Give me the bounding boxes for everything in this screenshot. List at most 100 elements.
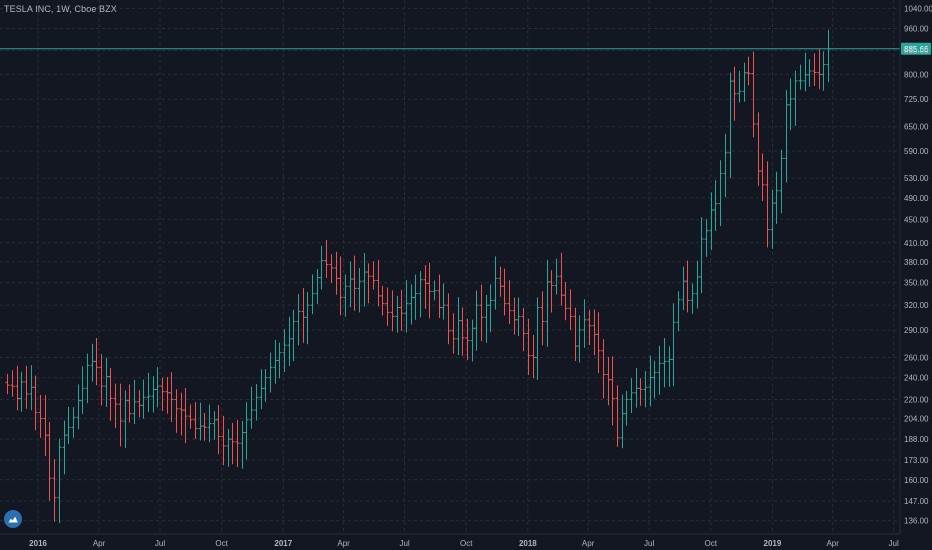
- y-tick-label: 147.00: [904, 497, 929, 506]
- ohlc-bar-up: [774, 171, 779, 224]
- ohlc-bar-down: [230, 422, 235, 465]
- ohlc-bar-down: [52, 459, 57, 522]
- ohlc-bar-up: [648, 355, 653, 407]
- x-tick-label: 2018: [519, 539, 537, 548]
- ohlc-bar-up: [432, 280, 437, 301]
- ohlc-bar-down: [606, 356, 611, 406]
- ohlc-bar-up: [620, 394, 625, 449]
- x-tick-label: Oct: [460, 539, 473, 548]
- ohlc-bar-up: [807, 59, 812, 87]
- ohlc-bar-down: [460, 307, 465, 356]
- ohlc-bar-up: [718, 160, 723, 226]
- ohlc-bar-down: [202, 412, 207, 441]
- ohlc-bar-up: [319, 245, 324, 290]
- ohlc-bar-up: [226, 428, 231, 467]
- y-tick-label: 320.00: [904, 301, 929, 310]
- ohlc-bar-down: [10, 370, 15, 397]
- y-tick-label: 410.00: [904, 239, 929, 248]
- ohlc-bar-down: [760, 153, 765, 202]
- ohlc-bar-down: [568, 289, 573, 330]
- ohlc-bar-up: [305, 292, 310, 345]
- ohlc-bar-down: [437, 274, 442, 318]
- ohlc-bar-up: [90, 343, 95, 382]
- ohlc-bar-up: [296, 293, 301, 346]
- ohlc-bar-down: [385, 287, 390, 326]
- y-tick-label: 880.00: [904, 46, 929, 55]
- ohlc-bar-up: [545, 259, 550, 347]
- y-tick-label: 1040.00: [904, 4, 932, 13]
- y-tick-label: 260.00: [904, 353, 929, 362]
- ohlc-bar-up: [418, 271, 423, 318]
- ohlc-bar-down: [540, 291, 545, 346]
- ohlc-bar-down: [502, 268, 507, 316]
- ohlc-bar-up: [263, 368, 268, 402]
- y-tick-label: 290.00: [904, 326, 929, 335]
- y-tick-label: 136.00: [904, 517, 929, 526]
- ohlc-bar-down: [765, 161, 770, 248]
- ohlc-bar-up: [207, 404, 212, 443]
- ohlc-bar-down: [179, 392, 184, 436]
- x-tick-label: Apr: [93, 539, 106, 548]
- ohlc-bar-down: [118, 383, 123, 447]
- ohlc-bar-down: [512, 297, 517, 335]
- ohlc-bar-down: [465, 318, 470, 360]
- ohlc-bar-up: [793, 70, 798, 126]
- ohlc-bar-down: [160, 377, 165, 411]
- tradingview-cloud-icon[interactable]: [4, 510, 22, 528]
- ohlc-bar-down: [685, 260, 690, 313]
- ohlc-bar-up: [624, 390, 629, 426]
- ohlc-bar-up: [151, 376, 156, 413]
- ohlc-bar-up: [277, 342, 282, 379]
- ohlc-bar-down: [216, 405, 221, 455]
- y-tick-label: 590.00: [904, 147, 929, 156]
- ohlc-bar-up: [784, 90, 789, 183]
- ohlc-bar-down: [113, 383, 118, 429]
- ohlc-bar-down: [446, 293, 451, 345]
- y-tick-label: 160.00: [904, 476, 929, 485]
- ohlc-bar-up: [779, 149, 784, 214]
- ohlc-bar-down: [601, 339, 606, 399]
- ohlc-bar-up: [488, 284, 493, 333]
- ohlc-bar-down: [127, 384, 132, 423]
- ohlc-bar-down: [366, 263, 371, 304]
- ohlc-bar-up: [728, 72, 733, 179]
- ohlc-bar-down: [334, 251, 339, 295]
- ohlc-bar-up: [629, 378, 634, 413]
- ohlc-bar-up: [803, 52, 808, 92]
- ohlc-bar-down: [559, 252, 564, 306]
- ohlc-bar-down: [549, 270, 554, 313]
- x-tick-label: 2016: [29, 539, 47, 548]
- y-tick-label: 173.00: [904, 456, 929, 465]
- ohlc-bar-down: [137, 390, 142, 418]
- ohlc-bar-down: [756, 112, 761, 186]
- ohlc-bar-down: [329, 254, 334, 283]
- x-tick-label: 2019: [764, 539, 782, 548]
- x-tick-label: Jul: [644, 539, 654, 548]
- y-tick-label: 350.00: [904, 279, 929, 288]
- ohlc-bar-up: [273, 339, 278, 384]
- ohlc-bar-up: [146, 372, 151, 413]
- ohlc-bar-up: [212, 411, 217, 440]
- ohlc-bar-up: [456, 297, 461, 356]
- ohlc-bar-down: [352, 255, 357, 311]
- ohlc-bar-up: [657, 345, 662, 395]
- ohlc-bar-down: [817, 49, 822, 90]
- y-tick-label: 220.00: [904, 396, 929, 405]
- ohlc-bar-up: [699, 217, 704, 294]
- y-tick-label: 450.00: [904, 215, 929, 224]
- ohlc-bar-up: [80, 366, 85, 415]
- ohlc-bar-down: [573, 307, 578, 361]
- ohlc-bar-down: [108, 367, 113, 421]
- ohlc-bar-down: [746, 56, 751, 86]
- ohlc-bar-down: [5, 373, 10, 395]
- ohlc-bar-down: [592, 309, 597, 356]
- ohlc-bar-down: [33, 375, 38, 431]
- x-tick-label: Apr: [337, 539, 350, 548]
- ohlc-bar-up: [259, 369, 264, 410]
- ohlc-bar-down: [235, 419, 240, 468]
- ohlc-bar-up: [404, 280, 409, 333]
- ohlc-bar-down: [165, 376, 170, 414]
- y-tick-label: 650.00: [904, 123, 929, 132]
- ohlc-bar-up: [310, 274, 315, 315]
